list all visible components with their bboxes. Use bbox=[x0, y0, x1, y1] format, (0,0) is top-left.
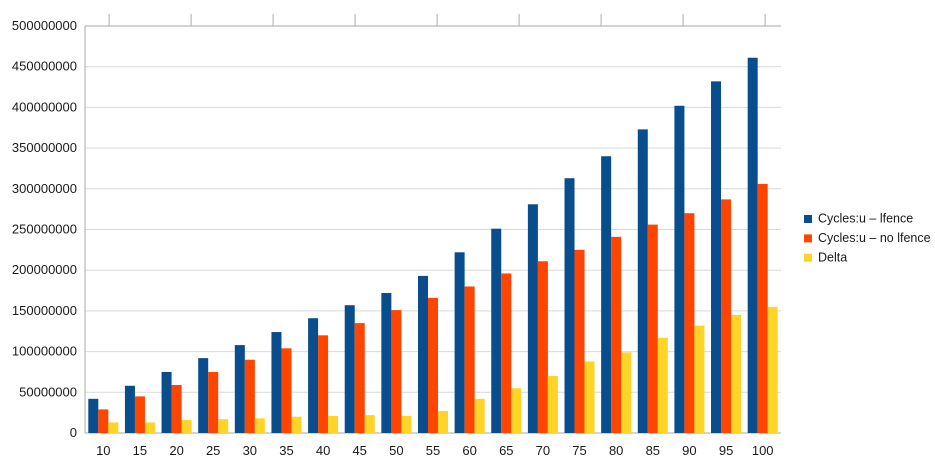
svg-text:75: 75 bbox=[572, 443, 586, 458]
svg-text:0: 0 bbox=[70, 425, 77, 440]
svg-text:60: 60 bbox=[462, 443, 476, 458]
svg-text:Delta: Delta bbox=[818, 250, 847, 264]
svg-text:45: 45 bbox=[352, 443, 366, 458]
svg-text:400000000: 400000000 bbox=[12, 99, 77, 114]
svg-text:50000000: 50000000 bbox=[19, 384, 77, 399]
svg-text:150000000: 150000000 bbox=[12, 303, 77, 318]
svg-text:40: 40 bbox=[316, 443, 330, 458]
svg-text:100000000: 100000000 bbox=[12, 344, 77, 359]
svg-text:Cycles:u – no lfence: Cycles:u – no lfence bbox=[818, 231, 931, 245]
svg-text:80: 80 bbox=[609, 443, 623, 458]
svg-text:90: 90 bbox=[682, 443, 696, 458]
svg-text:Cycles:u – lfence: Cycles:u – lfence bbox=[818, 212, 913, 226]
svg-text:30: 30 bbox=[243, 443, 257, 458]
svg-text:450000000: 450000000 bbox=[12, 59, 77, 74]
svg-text:10: 10 bbox=[96, 443, 110, 458]
svg-text:55: 55 bbox=[426, 443, 440, 458]
svg-text:25: 25 bbox=[206, 443, 220, 458]
svg-text:300000000: 300000000 bbox=[12, 181, 77, 196]
svg-text:100: 100 bbox=[752, 443, 774, 458]
svg-text:15: 15 bbox=[133, 443, 147, 458]
svg-text:85: 85 bbox=[646, 443, 660, 458]
svg-text:65: 65 bbox=[499, 443, 513, 458]
svg-text:500000000: 500000000 bbox=[12, 18, 77, 33]
svg-text:20: 20 bbox=[169, 443, 183, 458]
svg-text:95: 95 bbox=[719, 443, 733, 458]
svg-text:50: 50 bbox=[389, 443, 403, 458]
svg-text:35: 35 bbox=[279, 443, 293, 458]
svg-text:200000000: 200000000 bbox=[12, 262, 77, 277]
svg-text:70: 70 bbox=[536, 443, 550, 458]
svg-text:350000000: 350000000 bbox=[12, 140, 77, 155]
svg-text:250000000: 250000000 bbox=[12, 222, 77, 237]
